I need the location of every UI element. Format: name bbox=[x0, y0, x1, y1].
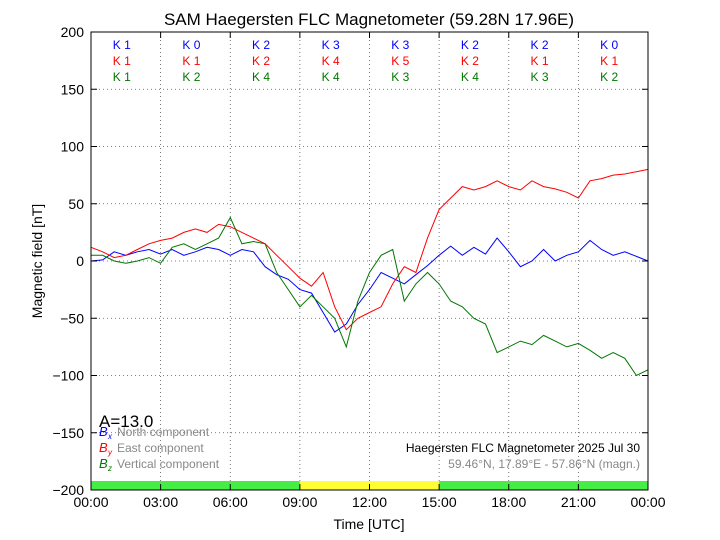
k-index-x: K 0 bbox=[182, 38, 200, 52]
k-index-z: K 2 bbox=[600, 70, 618, 84]
k-index-z: K 3 bbox=[391, 70, 409, 84]
series-line bbox=[91, 216, 649, 377]
chart-title: SAM Haegersten FLC Magnetometer (59.28N … bbox=[164, 10, 574, 29]
station-coordinates: 59.46°N, 17.89°E - 57.86°N (magn.) bbox=[448, 457, 640, 471]
y-axis-label: Magnetic field [nT] bbox=[29, 204, 45, 318]
legend-subscript-east: y bbox=[107, 448, 113, 457]
y-tick-label: 50 bbox=[68, 196, 84, 212]
k-index-z: K 2 bbox=[182, 70, 200, 84]
k-index-x: K 2 bbox=[252, 38, 270, 52]
k-index-y: K 1 bbox=[182, 54, 200, 68]
k-index-y: K 1 bbox=[531, 54, 549, 68]
legend-item-east: B y East component bbox=[99, 440, 204, 457]
k-index-y: K 4 bbox=[322, 54, 340, 68]
y-tick-label: −100 bbox=[52, 368, 84, 384]
legend-label-vertical: Vertical component bbox=[117, 457, 220, 471]
k-index-x: K 3 bbox=[322, 38, 340, 52]
x-tick-label: 00:00 bbox=[73, 494, 108, 510]
y-tick-label: 150 bbox=[61, 81, 85, 97]
legend: B x North component B y East component B… bbox=[99, 424, 220, 473]
x-tick-label: 15:00 bbox=[422, 494, 457, 510]
y-tick-label: 0 bbox=[76, 253, 84, 269]
series-lines bbox=[90, 168, 649, 377]
k-index-x: K 1 bbox=[113, 38, 131, 52]
series-line bbox=[90, 237, 649, 333]
k-index-z: K 4 bbox=[252, 70, 270, 84]
activity-segment bbox=[439, 481, 648, 490]
k-index-z: K 4 bbox=[461, 70, 479, 84]
k-index-z: K 4 bbox=[322, 70, 340, 84]
x-axis-label: Time [UTC] bbox=[333, 516, 404, 532]
k-index-y: K 2 bbox=[252, 54, 270, 68]
k-index-z: K 3 bbox=[531, 70, 549, 84]
legend-subscript-north: x bbox=[107, 432, 113, 441]
activity-index-label: A=13.0 bbox=[99, 412, 153, 431]
legend-symbol-east: B bbox=[99, 440, 108, 455]
k-index-x: K 2 bbox=[461, 38, 479, 52]
k-index-x: K 0 bbox=[600, 38, 618, 52]
x-tick-label: 12:00 bbox=[352, 494, 387, 510]
k-index-y: K 5 bbox=[391, 54, 409, 68]
axis-ticks: 00:00 03:00 06:00 09:00 12:00 15:00 18:00 21:00… bbox=[52, 24, 665, 510]
x-tick-label: 00:00 bbox=[630, 494, 665, 510]
k-index-z: K 1 bbox=[113, 70, 131, 84]
station-info: Haegersten FLC Magnetometer 2025 Jul 30 bbox=[406, 441, 640, 455]
legend-label-east: East component bbox=[117, 441, 204, 455]
y-tick-label: 100 bbox=[61, 139, 85, 155]
legend-item-north: B x North component bbox=[99, 424, 210, 441]
series-line bbox=[90, 168, 649, 331]
k-index-labels: K 1 K 1 K 1 K 0 K 1 K 2 K 2 K 2 K 4 K 3 K 4 K 4 K 3 K… bbox=[113, 38, 619, 84]
x-tick-label: 09:00 bbox=[282, 494, 317, 510]
legend-subscript-vertical: z bbox=[107, 464, 112, 473]
legend-symbol-vertical: B bbox=[99, 456, 108, 471]
k-index-y: K 1 bbox=[600, 54, 618, 68]
activity-segment bbox=[91, 481, 300, 490]
x-tick-label: 18:00 bbox=[491, 494, 526, 510]
y-tick-label: −150 bbox=[52, 425, 84, 441]
k-index-x: K 3 bbox=[391, 38, 409, 52]
k-index-y: K 2 bbox=[461, 54, 479, 68]
legend-label-north: North component bbox=[117, 425, 210, 439]
x-tick-label: 03:00 bbox=[143, 494, 178, 510]
y-tick-label: 200 bbox=[61, 24, 85, 40]
y-tick-label: −200 bbox=[52, 482, 84, 498]
x-tick-label: 21:00 bbox=[561, 494, 596, 510]
x-tick-label: 06:00 bbox=[213, 494, 248, 510]
legend-item-vertical: B z Vertical component bbox=[99, 456, 220, 473]
k-index-y: K 1 bbox=[113, 54, 131, 68]
y-tick-label: −50 bbox=[60, 310, 84, 326]
legend-symbol-north: B bbox=[99, 424, 108, 439]
k-index-x: K 2 bbox=[531, 38, 549, 52]
